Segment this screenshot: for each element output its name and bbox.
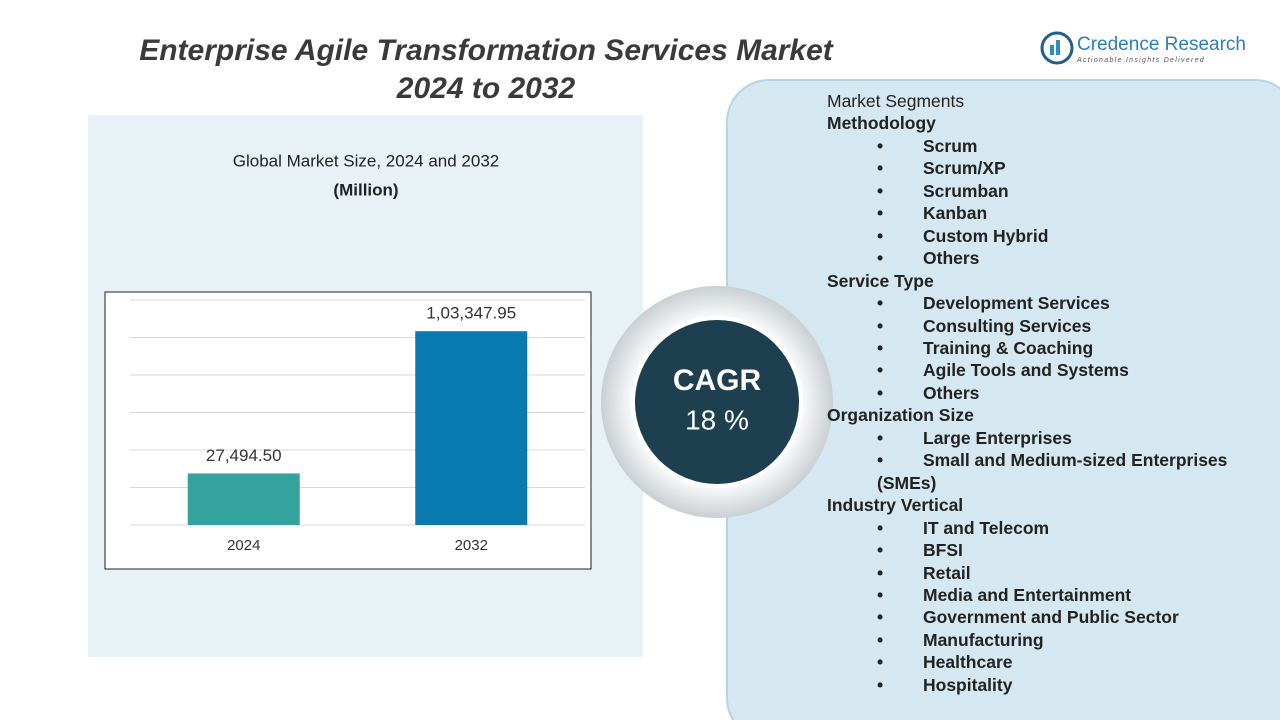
segment-item-text: Custom Hybrid [923, 225, 1049, 246]
segments: Market Segments Methodology • Scrum • Scrum/X… [827, 90, 1267, 696]
bullet: • [877, 584, 884, 605]
segment-item: • BFSI [827, 539, 1267, 561]
segment-item-text: Others [923, 382, 980, 403]
segment-item-text: Consulting Services [923, 315, 1092, 336]
segment-item: • Media and Entertainment [827, 584, 1267, 606]
segment-item: • Kanban [827, 202, 1267, 224]
cagr-value: 18 % [685, 404, 749, 435]
title-line: 2024 to 2032 [396, 72, 576, 105]
bullet: • [877, 337, 884, 358]
segment-item: • Scrumban [827, 180, 1267, 202]
segment-item: • Scrum [827, 135, 1267, 157]
bullet: • [877, 225, 884, 246]
segment-item-text: Kanban [923, 203, 988, 224]
segment-item: • Government and Public Sector [827, 606, 1267, 628]
logo-icon [1050, 45, 1054, 55]
bullet: • [877, 450, 884, 471]
segment-group: Service Type [827, 270, 934, 291]
bullet: • [877, 629, 884, 650]
bullet: • [877, 315, 884, 336]
chart-subtitle: (Million) [333, 180, 398, 199]
bullet: • [877, 203, 884, 224]
segment-item: • Scrum/XP [827, 157, 1267, 179]
bullet: • [877, 517, 884, 538]
logo: Credence Research Actionable Insights De… [1040, 31, 1246, 65]
segment-item: • Small and Medium-sized Enterprises (SME… [827, 449, 1267, 494]
logo-tagline: Actionable Insights Delivered [1076, 57, 1205, 64]
bullet: • [877, 360, 884, 381]
bullet: • [877, 427, 884, 448]
segment-item-text: Large Enterprises [923, 427, 1072, 448]
bullet: • [877, 180, 884, 201]
segment-group: Industry Vertical [827, 495, 964, 516]
segment-item: • Others [827, 247, 1267, 269]
segment-item: • Hospitality [827, 674, 1267, 696]
segment-item-text: Small and Medium-sized Enterprises (SMEs… [877, 450, 1228, 493]
bullet: • [877, 674, 884, 695]
segment-item-text: Scrumban [923, 180, 1009, 201]
segment-item: • Retail [827, 562, 1267, 584]
segment-item-text: Hospitality [923, 674, 1013, 695]
value-label: 1,03,347.95 [426, 304, 516, 323]
segment-item-text: Development Services [923, 293, 1110, 314]
segment-item-text: Retail [923, 562, 971, 583]
bullet: • [877, 382, 884, 403]
bullet: • [877, 293, 884, 314]
segment-group: Methodology [827, 113, 936, 134]
bar [187, 473, 300, 525]
segment-item: • Manufacturing [827, 629, 1267, 651]
segment-item-text: Scrum/XP [923, 158, 1006, 179]
segment-item: • Consulting Services [827, 315, 1267, 337]
bullet: • [877, 652, 884, 673]
segment-item: • Healthcare [827, 651, 1267, 673]
segment-item: • Custom Hybrid [827, 225, 1267, 247]
segment-item-text: Agile Tools and Systems [923, 360, 1129, 381]
segment-group: Organization Size [827, 405, 974, 426]
bullet: • [877, 540, 884, 561]
logo-icon [1040, 31, 1074, 65]
bullet: • [877, 135, 884, 156]
cagr-circle [631, 316, 803, 488]
segment-item-text: Manufacturing [923, 629, 1044, 650]
segment-item-text: Healthcare [923, 652, 1013, 673]
title-line: Enterprise Agile Transformation Services… [139, 34, 835, 67]
value-label: 27,494.50 [206, 446, 282, 465]
segment-item-text: Training & Coaching [923, 337, 1094, 358]
segment-item: • Agile Tools and Systems [827, 359, 1267, 381]
segment-item: • IT and Telecom [827, 517, 1267, 539]
segment-item-text: Scrum [923, 135, 978, 156]
segment-item-text: BFSI [923, 540, 963, 561]
segment-item: • Development Services [827, 292, 1267, 314]
segment-item: • Training & Coaching [827, 337, 1267, 359]
bar [415, 331, 528, 525]
segment-item-text: Government and Public Sector [923, 607, 1179, 628]
segments-title: Market Segments [827, 91, 965, 111]
x-tick-label: 2032 [455, 537, 488, 554]
logo-icon [1056, 40, 1060, 55]
bullet: • [877, 562, 884, 583]
chart-title: Global Market Size, 2024 and 2032 [233, 151, 500, 170]
bullet: • [877, 607, 884, 628]
segment-item-text: Media and Entertainment [923, 584, 1132, 605]
cagr-label: CAGR [673, 364, 762, 397]
segment-item-text: Others [923, 248, 980, 269]
segment-item: • Large Enterprises [827, 427, 1267, 449]
bullet: • [877, 248, 884, 269]
bullet: • [877, 158, 884, 179]
x-tick-label: 2024 [227, 537, 260, 554]
segment-item-text: IT and Telecom [923, 517, 1050, 538]
logo-name: Credence Research [1077, 34, 1246, 55]
segment-item: • Others [827, 382, 1267, 404]
